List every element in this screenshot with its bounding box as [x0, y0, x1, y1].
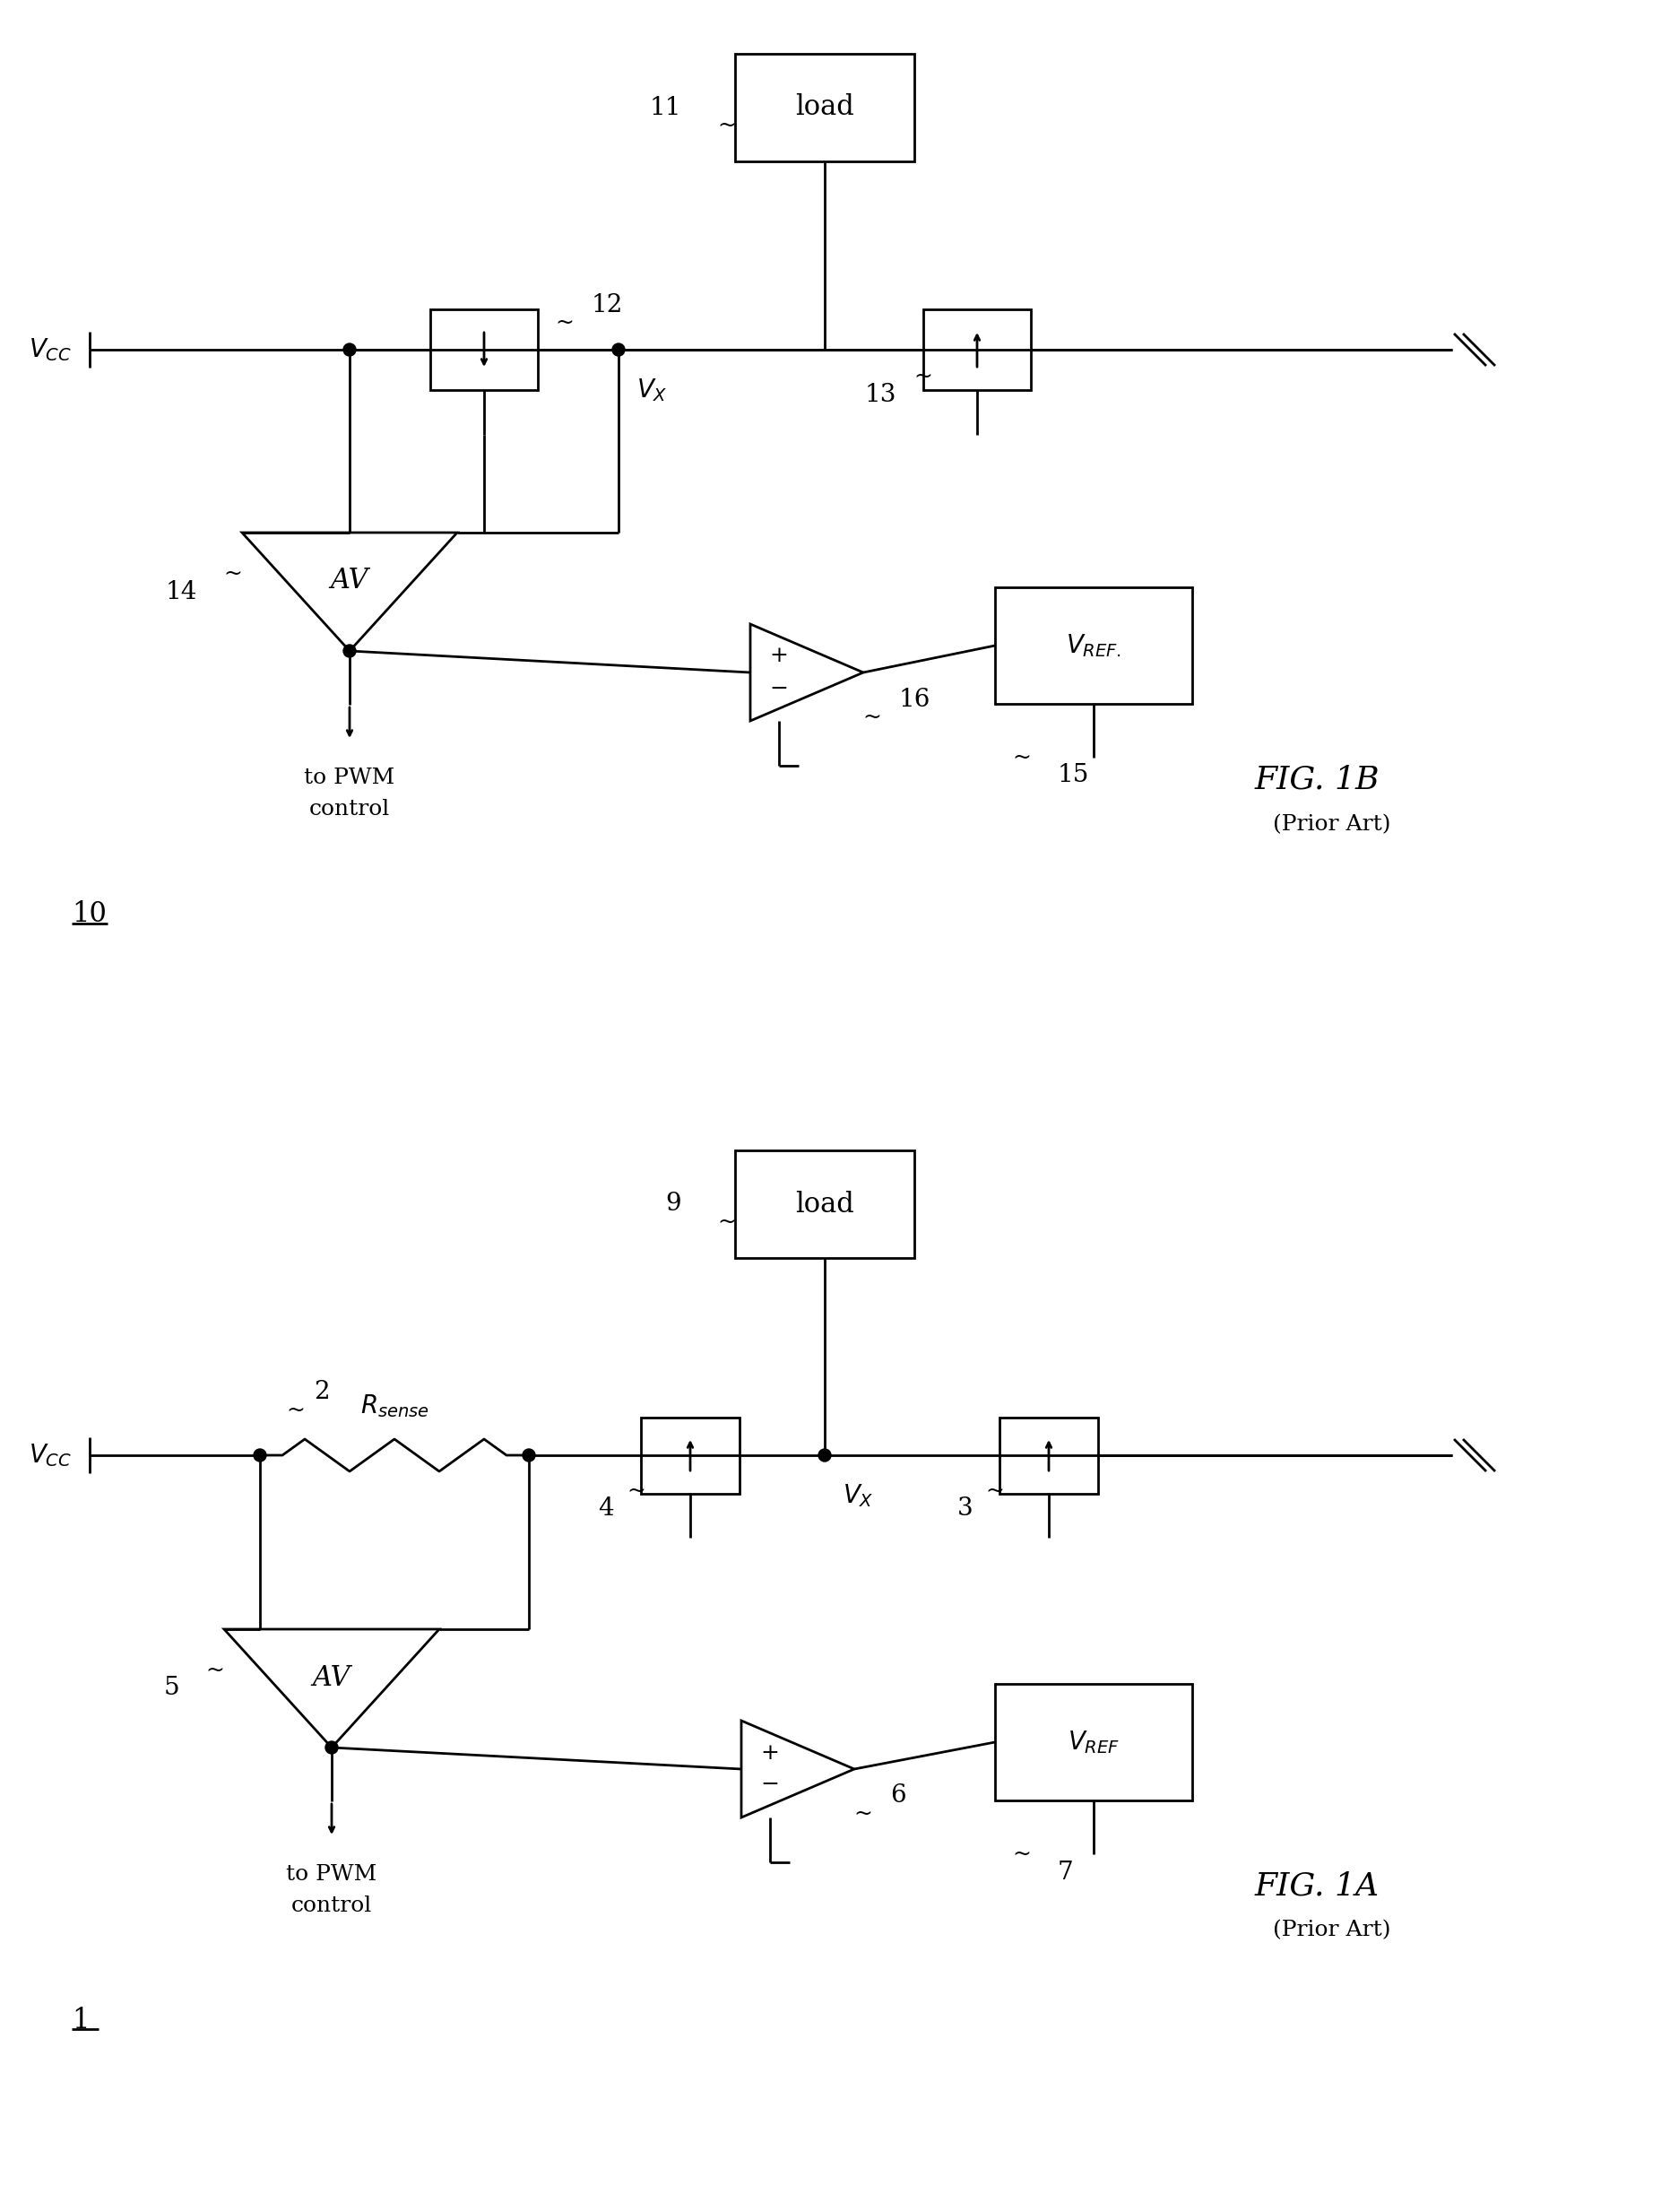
Bar [995, 588, 1192, 703]
Text: 9: 9 [665, 1192, 681, 1217]
Text: $V_{REF}$: $V_{REF}$ [1067, 1730, 1119, 1756]
Text: 1: 1 [72, 2006, 89, 2035]
Text: ~: ~ [1012, 748, 1032, 768]
Text: +: + [760, 1743, 778, 1763]
Text: AV: AV [331, 566, 369, 595]
Text: 5: 5 [164, 1677, 179, 1701]
Text: 14: 14 [165, 580, 197, 604]
Circle shape [818, 1449, 832, 1462]
Circle shape [326, 1741, 337, 1754]
Text: $V_{REF.}$: $V_{REF.}$ [1065, 633, 1122, 659]
Bar [999, 1418, 1099, 1493]
Circle shape [344, 644, 356, 657]
Text: $V_{CC}$: $V_{CC}$ [28, 1442, 72, 1469]
Text: to PWM: to PWM [286, 1865, 377, 1885]
Text: ~: ~ [628, 1480, 646, 1502]
Text: $R_{sense}$: $R_{sense}$ [361, 1394, 429, 1420]
Text: control: control [309, 799, 391, 818]
Text: 16: 16 [898, 688, 930, 712]
Text: (Prior Art): (Prior Art) [1273, 814, 1391, 836]
Text: 15: 15 [1057, 763, 1089, 787]
Bar [735, 1150, 915, 1259]
Text: control: control [291, 1896, 372, 1916]
Text: −: − [760, 1774, 778, 1796]
Text: AV: AV [312, 1663, 351, 1692]
Text: ~: ~ [716, 1212, 736, 1232]
Text: ~: ~ [1012, 1845, 1032, 1865]
Bar [735, 53, 915, 161]
Text: ~: ~ [716, 115, 736, 135]
Bar [924, 310, 1030, 389]
Text: 2: 2 [314, 1380, 329, 1405]
Text: 3: 3 [957, 1498, 972, 1522]
Text: ~: ~ [913, 367, 932, 387]
Text: 6: 6 [890, 1783, 905, 1807]
Circle shape [613, 343, 625, 356]
Text: to PWM: to PWM [304, 768, 396, 787]
Text: ~: ~ [853, 1803, 873, 1825]
Text: FIG. 1B: FIG. 1B [1254, 765, 1379, 796]
Text: ~: ~ [863, 708, 882, 728]
Text: ~: ~ [205, 1661, 224, 1681]
Text: ~: ~ [985, 1480, 1004, 1502]
Text: 4: 4 [598, 1498, 615, 1522]
Text: 12: 12 [591, 292, 623, 316]
Text: FIG. 1A: FIG. 1A [1254, 1871, 1379, 1900]
Text: 13: 13 [865, 383, 897, 407]
Text: $V_X$: $V_X$ [843, 1482, 873, 1509]
Text: 10: 10 [72, 900, 107, 929]
Text: ~: ~ [224, 564, 242, 584]
Bar [641, 1418, 740, 1493]
Text: $V_{CC}$: $V_{CC}$ [28, 336, 72, 363]
Text: 7: 7 [1057, 1860, 1074, 1885]
Text: ~: ~ [287, 1400, 306, 1420]
Text: 11: 11 [650, 95, 681, 119]
Text: load: load [795, 93, 853, 122]
Text: load: load [795, 1190, 853, 1219]
Text: +: + [770, 646, 788, 666]
Text: $V_X$: $V_X$ [636, 376, 668, 403]
Bar [431, 310, 538, 389]
Circle shape [254, 1449, 266, 1462]
Circle shape [344, 343, 356, 356]
Text: −: − [770, 679, 788, 699]
Text: ~: ~ [556, 312, 574, 334]
Bar [995, 1683, 1192, 1801]
Text: (Prior Art): (Prior Art) [1273, 1920, 1391, 1940]
Circle shape [523, 1449, 534, 1462]
